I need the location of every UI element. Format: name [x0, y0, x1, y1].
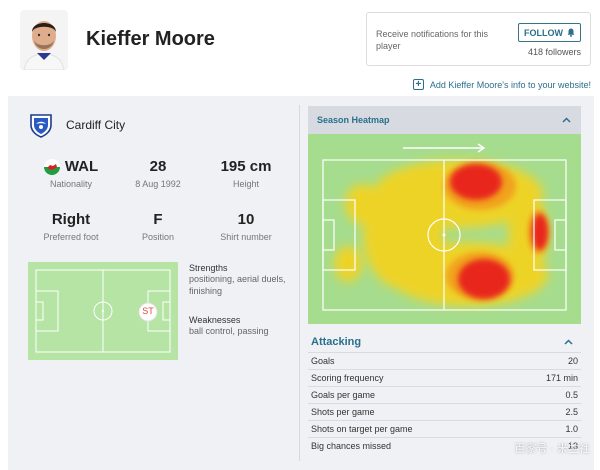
stat-position-value: F: [153, 211, 163, 228]
notification-box: Receive notifications for this player FO…: [366, 12, 591, 66]
stat-age: 28 8 Aug 1992: [113, 158, 203, 189]
panel-divider: [299, 105, 300, 461]
add-info-link[interactable]: + Add Kieffer Moore's info to your websi…: [412, 79, 591, 90]
stat-height: 195 cm Height: [201, 158, 291, 189]
row-value: 20: [567, 356, 578, 366]
chevron-up-icon: [564, 339, 573, 345]
table-row: Big chances missed 13: [308, 437, 581, 454]
table-row: Scoring frequency 171 min: [308, 369, 581, 386]
stat-shirt-value: 10: [237, 211, 255, 228]
position-pitch: [28, 262, 178, 360]
weaknesses-title: Weaknesses: [189, 315, 241, 325]
row-value: 13: [567, 441, 578, 451]
position-marker: ST: [142, 306, 154, 316]
stat-height-label: Height: [232, 179, 259, 189]
attacking-header[interactable]: Attacking: [308, 332, 581, 352]
row-label: Goals per game: [311, 390, 376, 400]
chevron-up-icon: [562, 117, 571, 123]
club-name: Cardiff City: [66, 118, 126, 132]
follow-button[interactable]: FOLLOW: [518, 23, 581, 42]
strengths-title: Strengths: [189, 263, 228, 273]
stat-shirt: 10 Shirt number: [201, 211, 291, 242]
notification-text: Receive notifications for this player: [376, 29, 489, 51]
row-label: Shots per game: [311, 407, 375, 417]
stat-height-value: 195 cm: [220, 158, 272, 175]
strengths-block: Strengths positioning, aerial duels, fin…: [189, 263, 289, 297]
attacking-title: Attacking: [311, 336, 362, 348]
attacking-table: Goals 20 Scoring frequency 171 min Goals…: [308, 352, 581, 454]
row-value: 171 min: [545, 373, 578, 383]
stat-position-label: Position: [141, 232, 175, 242]
heatmap-header[interactable]: Season Heatmap: [308, 106, 581, 134]
heatmap-title: Season Heatmap: [317, 115, 390, 125]
plus-icon: +: [412, 79, 424, 90]
follow-label: FOLLOW: [524, 27, 563, 38]
add-info-label: Add Kieffer Moore's info to your website…: [429, 79, 591, 90]
player-name: Kieffer Moore: [86, 28, 215, 50]
stat-foot-label: Preferred foot: [43, 232, 99, 242]
stat-nationality-label: Nationality: [49, 179, 93, 189]
stat-nationality-value: WAL: [64, 158, 99, 175]
followers-count: 418 followers: [527, 47, 581, 57]
watermark: 百家号 · 米兰社: [514, 443, 590, 455]
club-link[interactable]: Cardiff City: [28, 112, 125, 138]
stat-birthdate-label: 8 Aug 1992: [135, 179, 181, 189]
stat-position: F Position: [113, 211, 203, 242]
stat-age-value: 28: [149, 158, 167, 175]
strengths-text: positioning, aerial duels, finishing: [189, 274, 286, 296]
weaknesses-block: Weaknesses ball control, passing: [189, 315, 289, 337]
player-avatar: [20, 10, 68, 70]
table-row: Goals 20: [308, 352, 581, 369]
row-label: Big chances missed: [311, 441, 392, 451]
attack-direction-icon: [403, 143, 486, 153]
stat-shirt-label: Shirt number: [220, 232, 272, 242]
row-label: Goals: [311, 356, 335, 366]
row-value: 2.5: [565, 407, 578, 417]
row-label: Scoring frequency: [311, 373, 384, 383]
bell-icon: [567, 28, 575, 37]
stat-nationality: WAL Nationality: [26, 158, 116, 189]
table-row: Shots per game 2.5: [308, 403, 581, 420]
heatmap-canvas: [308, 134, 581, 324]
weaknesses-text: ball control, passing: [189, 326, 269, 336]
table-row: Shots on target per game 1.0: [308, 420, 581, 437]
table-row: Goals per game 0.5: [308, 386, 581, 403]
row-label: Shots on target per game: [311, 424, 413, 434]
row-value: 0.5: [565, 390, 578, 400]
stat-foot-value: Right: [51, 211, 91, 228]
club-badge-icon: [30, 114, 52, 138]
stat-foot: Right Preferred foot: [26, 211, 116, 242]
wales-flag-icon: [43, 158, 60, 175]
row-value: 1.0: [565, 424, 578, 434]
